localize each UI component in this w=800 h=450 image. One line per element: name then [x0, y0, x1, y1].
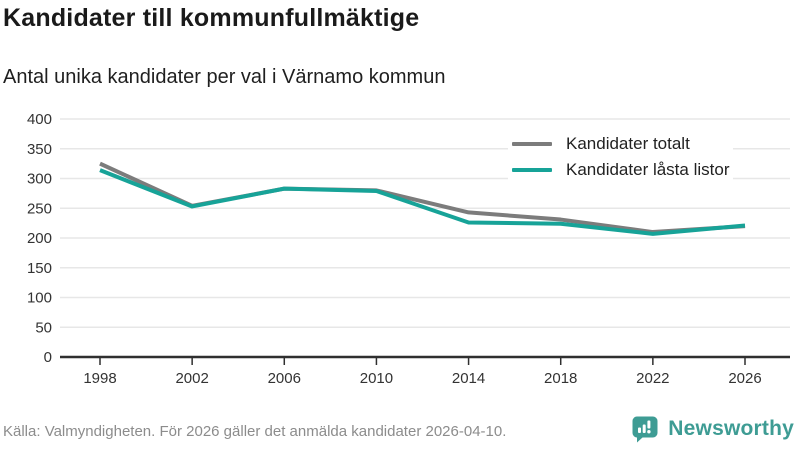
legend-label-total: Kandidater totalt — [566, 134, 690, 153]
svg-text:2002: 2002 — [175, 370, 208, 387]
svg-text:2018: 2018 — [544, 370, 577, 387]
newsworthy-bubble-chart-icon — [632, 416, 658, 443]
svg-text:2026: 2026 — [728, 370, 761, 387]
legend-item-total: Kandidater totalt — [512, 134, 729, 154]
legend-swatch-total — [512, 142, 552, 146]
chart-subtitle: Antal unika kandidater per val i Värnamo… — [3, 66, 446, 88]
svg-text:2006: 2006 — [268, 370, 301, 387]
svg-text:50: 50 — [35, 319, 52, 336]
chart-legend: Kandidater totalt Kandidater låsta listo… — [508, 132, 734, 182]
newsworthy-wordmark: Newsworthy — [668, 417, 794, 440]
svg-text:400: 400 — [27, 111, 52, 128]
svg-text:1998: 1998 — [83, 370, 116, 387]
chart-area: 0 50 100 150 200 250 300 350 400 1998 2002 2006 2010… — [0, 100, 800, 400]
svg-text:100: 100 — [27, 290, 52, 307]
legend-swatch-locked — [512, 168, 552, 172]
svg-text:0: 0 — [44, 349, 52, 366]
svg-text:150: 150 — [27, 260, 52, 277]
chart-title: Kandidater till kommunfullmäktige — [3, 4, 420, 32]
legend-label-locked: Kandidater låsta listor — [566, 160, 730, 179]
svg-text:2022: 2022 — [636, 370, 669, 387]
svg-text:350: 350 — [27, 141, 52, 158]
svg-text:2014: 2014 — [452, 370, 485, 387]
svg-text:300: 300 — [27, 171, 52, 188]
svg-text:2010: 2010 — [360, 370, 393, 387]
svg-text:200: 200 — [27, 230, 52, 247]
legend-item-locked: Kandidater låsta listor — [512, 160, 729, 180]
line-chart-svg: 0 50 100 150 200 250 300 350 400 1998 2002 2006 2010… — [27, 111, 790, 387]
newsworthy-logo: Newsworthy — [630, 414, 794, 444]
svg-text:250: 250 — [27, 200, 52, 217]
source-note: Källa: Valmyndigheten. För 2026 gäller d… — [3, 423, 507, 440]
